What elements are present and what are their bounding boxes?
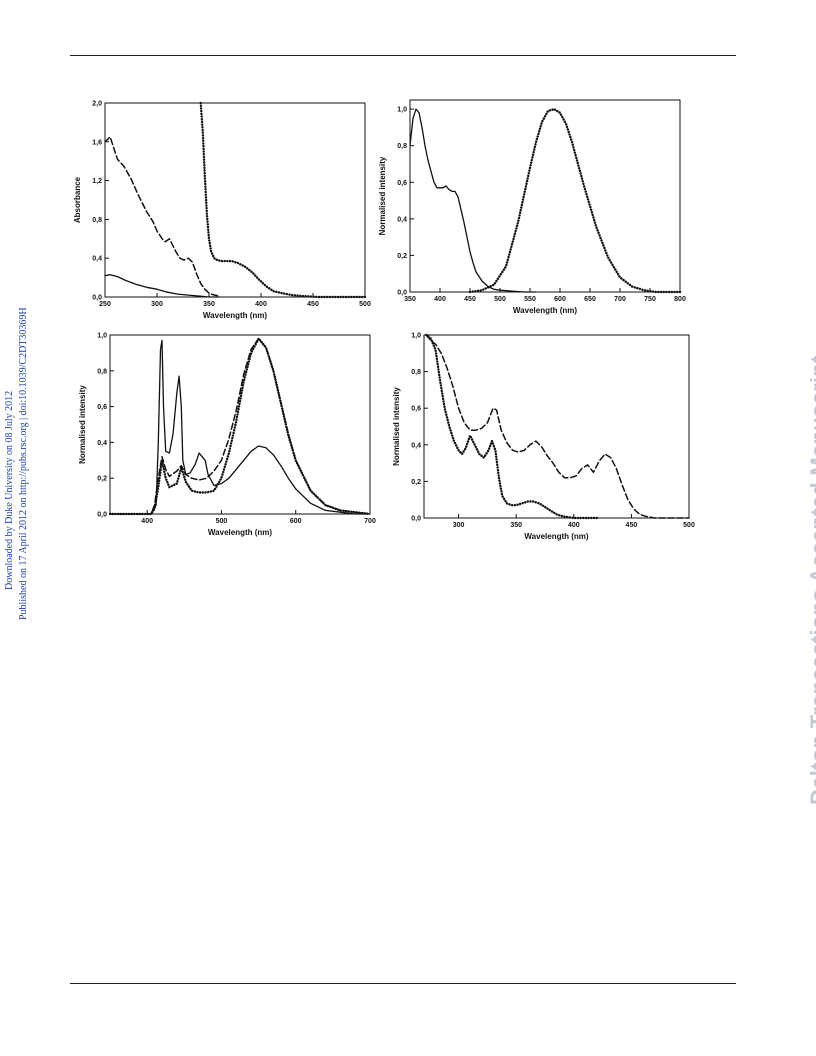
y-tick-label: 0,0 (397, 290, 407, 297)
journal-watermark: Dalton Transactions Accepted Manuscript (806, 355, 816, 805)
x-tick-label: 500 (359, 301, 371, 308)
y-tick-label: 0,0 (97, 512, 107, 519)
x-tick-label: 400 (255, 301, 267, 308)
x-tick-label: 750 (644, 296, 656, 303)
x-tick-label: 450 (307, 301, 319, 308)
y-tick-label: 0,4 (97, 440, 107, 447)
y-tick-label: 0,4 (92, 256, 102, 263)
x-axis-title: Wavelength (nm) (524, 532, 588, 541)
chart-emission-bottom-left: 400 500 600 700 0,0 0,2 0,4 0,6 0,8 1,0 Wavelength… (75, 333, 380, 547)
y-tick-label: 0,2 (411, 479, 421, 486)
y-axis-title: Normalised intensity (378, 156, 387, 235)
x-axis-title: Wavelength (nm) (203, 311, 267, 320)
x-tick-label: 700 (364, 518, 376, 525)
x-axis-title: Wavelength (nm) (513, 306, 577, 315)
x-tick-label: 550 (524, 296, 536, 303)
plot-frame (104, 102, 366, 298)
x-tick-label: 400 (568, 522, 580, 529)
y-tick-label: 1,2 (92, 178, 102, 185)
y-tick-label: 1,0 (97, 333, 107, 340)
x-tick-label: 600 (290, 518, 302, 525)
series-line-2 (104, 274, 221, 298)
series-line-3 (108, 337, 372, 516)
x-tick-label: 450 (626, 522, 638, 529)
x-tick-label: 700 (614, 296, 626, 303)
y-tick-label: 0,6 (97, 404, 107, 411)
x-axis-title: Wavelength (nm) (208, 528, 272, 537)
y-tick-label: 0,8 (92, 217, 102, 224)
series-line-2 (109, 337, 371, 515)
x-tick-label: 400 (434, 296, 446, 303)
y-tick-label: 0,0 (411, 516, 421, 523)
x-tick-label: 800 (674, 296, 686, 303)
y-tick-label: 1,0 (397, 107, 407, 114)
y-tick-label: 1,6 (92, 139, 102, 146)
x-tick-label: 250 (99, 301, 111, 308)
plot-frame (423, 334, 690, 519)
y-tick-label: 0,4 (411, 442, 421, 449)
y-tick-label: 0,6 (397, 180, 407, 187)
x-tick-label: 500 (683, 522, 695, 529)
y-tick-label: 2,0 (92, 101, 102, 108)
y-axis-title: Normalised intensity (392, 387, 401, 466)
footer-rule (70, 983, 736, 984)
y-tick-label: 0,8 (411, 369, 421, 376)
y-tick-label: 0,6 (411, 406, 421, 413)
chart-emission-top-right: 350 400 450 500 550 600 650 700 750 800 0,0 0,2 0,4 0… (378, 99, 686, 315)
plot-frame (409, 99, 681, 293)
y-tick-label: 0,0 (92, 295, 102, 302)
series-line-2 (425, 333, 599, 520)
publication-note: Published on 17 April 2012 on http://pub… (18, 307, 29, 620)
y-tick-label: 0,4 (397, 216, 407, 223)
series-line-1 (109, 339, 371, 515)
x-tick-label: 450 (464, 296, 476, 303)
chart-absorbance: 250 300 350 400 450 500 0,0 0,4 0,8 1,2 1,6 2,0 Wave… (73, 101, 371, 321)
x-tick-label: 500 (216, 518, 228, 525)
y-tick-label: 0,8 (97, 368, 107, 375)
y-tick-label: 1,0 (411, 333, 421, 340)
series-line-2 (468, 107, 682, 294)
x-tick-label: 350 (203, 301, 215, 308)
y-tick-label: 0,2 (97, 476, 107, 483)
y-axis-title: Normalised intensity (78, 385, 87, 464)
header-rule (70, 55, 736, 56)
plot-frame (109, 334, 371, 515)
x-tick-label: 500 (494, 296, 506, 303)
x-tick-label: 350 (510, 522, 522, 529)
series-line-3 (199, 101, 367, 299)
x-tick-label: 300 (151, 301, 163, 308)
y-tick-label: 0,2 (397, 253, 407, 260)
series-line-1 (104, 136, 221, 297)
x-tick-label: 600 (554, 296, 566, 303)
x-tick-label: 650 (584, 296, 596, 303)
series-line-1 (425, 334, 690, 519)
y-tick-label: 0,8 (397, 143, 407, 150)
chart-emission-bottom-right: 300 350 400 450 500 0,0 0,2 0,4 0,6 0,8 1,0 Wavelen… (392, 332, 697, 550)
x-tick-label: 350 (404, 296, 416, 303)
x-tick-label: 400 (141, 518, 153, 525)
x-tick-label: 300 (453, 522, 465, 529)
download-note: Downloaded by Duke University on 08 July… (4, 390, 15, 590)
series-line-1 (409, 108, 537, 293)
y-axis-title: Absorbance (73, 176, 82, 223)
